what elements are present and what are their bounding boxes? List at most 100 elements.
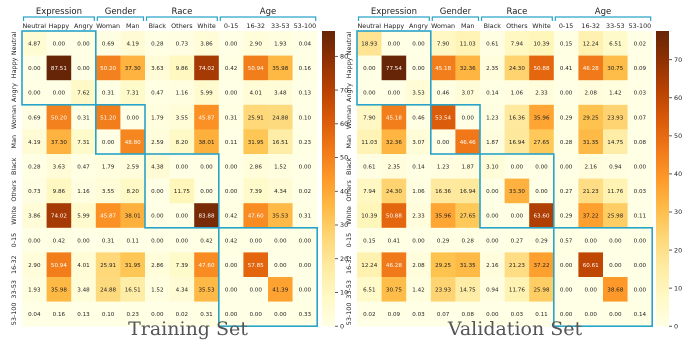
cell-value-label: 50.20 [51, 115, 67, 121]
cell-value-label: 0.00 [388, 42, 401, 48]
cell-value-label: 0.11 [126, 238, 139, 244]
column-tick-label: Neutral [358, 22, 382, 30]
heatmap-cell [480, 277, 505, 302]
cell-value-label: 7.31 [126, 91, 139, 97]
column-tick-label: 0-15 [559, 22, 574, 30]
cell-value-label: 0.00 [486, 189, 499, 195]
heatmap-cell [430, 277, 456, 302]
colorbar-tick-label: 30 [674, 208, 682, 216]
cell-value-label: 46.46 [460, 140, 476, 146]
colorbar-tick-label: 60 [340, 120, 348, 128]
cell-value-label: 0.00 [363, 91, 376, 97]
cell-value-label: 7.31 [77, 140, 90, 146]
heatmap-cell [71, 31, 97, 56]
heatmap-cell [504, 252, 530, 278]
heatmap-cell [120, 129, 146, 155]
cell-value-label: 0.47 [151, 91, 164, 97]
heatmap-cell [627, 55, 653, 81]
heatmap-cell [292, 301, 318, 327]
heatmap-cell [169, 277, 195, 302]
heatmap-cell [46, 178, 72, 204]
cell-value-label: 0.00 [299, 165, 312, 171]
cell-value-label: 0.11 [225, 140, 238, 146]
heatmap-cell [504, 80, 530, 106]
heatmap-cell [480, 301, 505, 327]
heatmap-cell [381, 203, 407, 229]
colorbar-tick-label: 20 [674, 246, 682, 254]
heatmap-cell [480, 55, 505, 81]
row-tick-label: Neutral [10, 31, 18, 55]
row-tick-label: White [10, 206, 18, 225]
cell-value-label: 1.79 [151, 115, 164, 121]
cell-value-label: 46.28 [583, 66, 599, 72]
cell-value-label: 0.42 [225, 238, 237, 244]
column-tick-label: Angry [409, 22, 428, 30]
heatmap-cell [218, 31, 244, 56]
heatmap-cell [268, 227, 293, 253]
heatmap-cell [357, 178, 382, 204]
cell-value-label: 1.06 [412, 189, 425, 195]
heatmap-cell [603, 31, 628, 56]
cell-value-label: 0.61 [486, 42, 499, 48]
cell-value-label: 0.33 [299, 312, 312, 318]
heatmap-cell [95, 178, 121, 204]
cell-value-label: 7.90 [363, 115, 376, 121]
cell-value-label: 0.00 [412, 238, 425, 244]
heatmap-cell [169, 129, 195, 155]
heatmap-cell [430, 129, 456, 155]
cell-value-label: 74.02 [198, 66, 214, 72]
heatmap-cell [578, 252, 604, 278]
cell-value-label: 31.35 [460, 263, 476, 269]
cell-value-label: 0.00 [299, 238, 312, 244]
heatmap-cell [71, 80, 97, 106]
cell-value-label: 0.73 [28, 189, 41, 195]
cell-value-label: 0.47 [77, 165, 90, 171]
heatmap-cell [169, 301, 195, 327]
heatmap-cell [95, 227, 121, 253]
cell-value-label: 29.25 [435, 263, 451, 269]
cell-value-label: 0.00 [225, 312, 238, 318]
heatmap-cell [578, 55, 604, 81]
heatmap-cell [194, 227, 220, 253]
cell-value-label: 0.00 [609, 312, 622, 318]
cell-value-label: 1.87 [486, 140, 499, 146]
cell-value-label: 0.10 [299, 115, 312, 121]
cell-value-label: 0.00 [299, 288, 312, 294]
heatmap-cell [71, 252, 97, 278]
cell-value-label: 0.00 [560, 91, 573, 97]
column-tick-label: Others [506, 22, 528, 30]
cell-value-label: 0.04 [28, 312, 41, 318]
column-tick-label: 33-53 [271, 22, 290, 30]
colorbar-tick-label: 40 [674, 170, 682, 178]
cell-value-label: 18.93 [361, 42, 377, 48]
column-tick-label: Others [171, 22, 193, 30]
heatmap-cell [194, 55, 220, 81]
heatmap-cell [46, 227, 72, 253]
heatmap-cell [292, 203, 318, 229]
cell-value-label: 3.55 [102, 189, 115, 195]
column-tick-label: Woman [431, 22, 455, 30]
heatmap-cell [169, 104, 195, 130]
cell-value-label: 5.99 [77, 214, 90, 220]
heatmap-cell [553, 277, 579, 302]
cell-value-label: 45.18 [435, 66, 451, 72]
heatmap-cell [243, 178, 269, 204]
heatmap-cell [504, 301, 530, 327]
heatmap-cell [46, 129, 72, 155]
heatmap-cell [145, 80, 170, 106]
heatmap-cell [504, 227, 530, 253]
heatmap-cell [71, 129, 97, 155]
cell-value-label: 0.00 [584, 312, 597, 318]
heatmap-cell [46, 203, 72, 229]
cell-value-label: 25.98 [607, 214, 623, 220]
column-tick-label: 33-53 [606, 22, 625, 30]
heatmap-cell [406, 252, 432, 278]
heatmap-cell [268, 252, 293, 278]
group-box [21, 30, 97, 106]
column-tick-label: Black [149, 22, 167, 30]
cell-value-label: 2.90 [249, 42, 262, 48]
heatmap-cell [455, 80, 481, 106]
heatmap-cell [480, 252, 505, 278]
cell-value-label: 0.27 [560, 189, 573, 195]
cell-value-label: 1.42 [609, 91, 621, 97]
